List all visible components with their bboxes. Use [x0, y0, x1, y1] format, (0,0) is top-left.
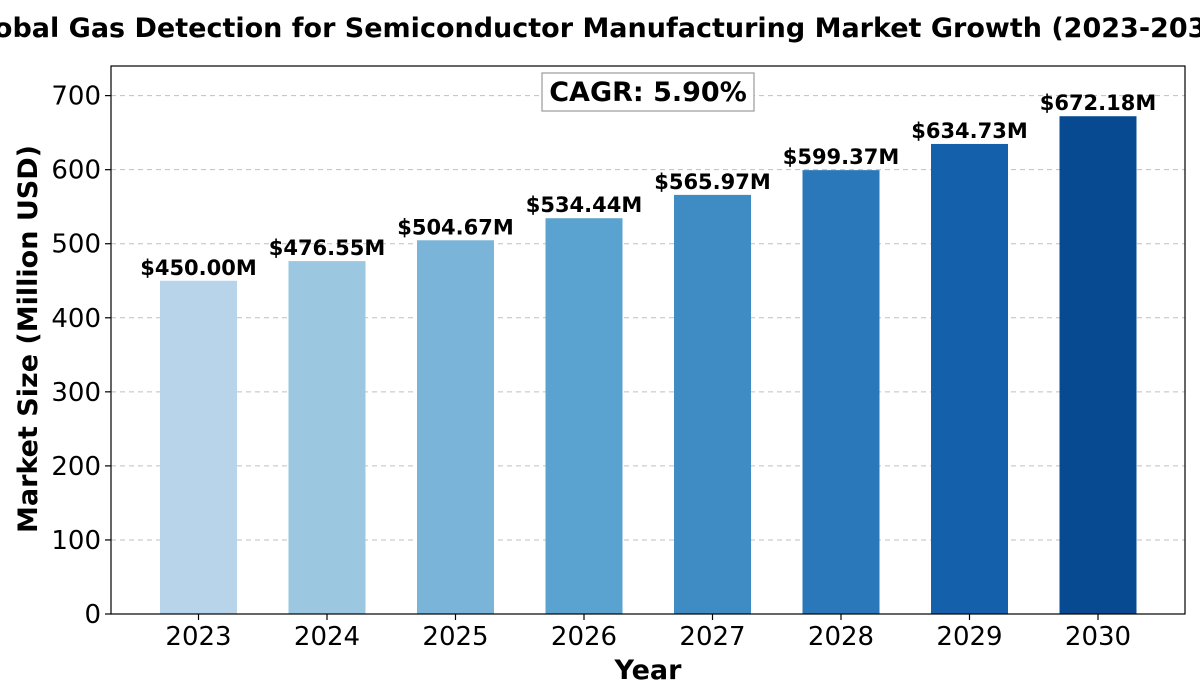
bar-2023: [160, 280, 237, 614]
data-label-2030: $672.18M: [1040, 91, 1157, 115]
data-label-2027: $565.97M: [654, 170, 771, 194]
bars: [160, 116, 1137, 615]
bar-2030: [1059, 116, 1137, 615]
bar-2029: [931, 143, 1008, 614]
x-axis-ticks: 2023 2024 2025 2026 2027 2028 2029 2030: [165, 614, 1131, 652]
plot-area-frame: [110, 65, 1186, 615]
data-label-2029: $634.73M: [911, 119, 1028, 143]
data-label-2025: $504.67M: [397, 215, 514, 239]
bar-2027: [674, 194, 751, 614]
grid-lines: [111, 95, 1185, 541]
cagr-annotation: CAGR: 5.90%: [541, 72, 755, 112]
data-label-2024: $476.55M: [269, 236, 386, 260]
y-tick-label: 400: [51, 304, 101, 334]
x-tick-label: 2027: [679, 622, 745, 652]
x-tick-label: 2029: [936, 622, 1002, 652]
bar-2025: [417, 240, 494, 614]
y-tick-label: 100: [51, 526, 101, 556]
y-tick-label: 0: [84, 600, 101, 630]
y-axis-ticks: 0 100 200 300 400 500 600 700: [51, 82, 111, 630]
x-tick-label: 2025: [422, 622, 488, 652]
x-tick-label: 2024: [294, 622, 360, 652]
data-label-2026: $534.44M: [526, 193, 643, 217]
y-tick-label: 500: [51, 230, 101, 260]
x-tick-label: 2023: [165, 622, 231, 652]
y-axis-label: Market Size (Million USD): [13, 145, 44, 533]
bar-2028: [802, 170, 880, 614]
x-tick-label: 2028: [808, 622, 874, 652]
cagr-box: [541, 72, 755, 112]
y-tick-label: 300: [51, 378, 101, 408]
x-tick-label: 2030: [1065, 622, 1131, 652]
x-tick-label: 2026: [551, 622, 617, 652]
y-tick-label: 700: [51, 82, 101, 112]
data-label-2023: $450.00M: [140, 256, 257, 280]
y-tick-label: 200: [51, 452, 101, 482]
data-labels: $450.00M $476.55M $504.67M $534.44M $565.97M…: [140, 91, 1156, 280]
cagr-text: CAGR: 5.90%: [549, 77, 747, 108]
y-tick-label: 600: [51, 156, 101, 186]
x-axis-label: Year: [614, 655, 683, 686]
chart-title: Global Gas Detection for Semiconductor M…: [0, 13, 1200, 44]
data-label-2028: $599.37M: [783, 145, 900, 169]
bar-2026: [545, 218, 623, 614]
bar-2024: [288, 261, 366, 614]
